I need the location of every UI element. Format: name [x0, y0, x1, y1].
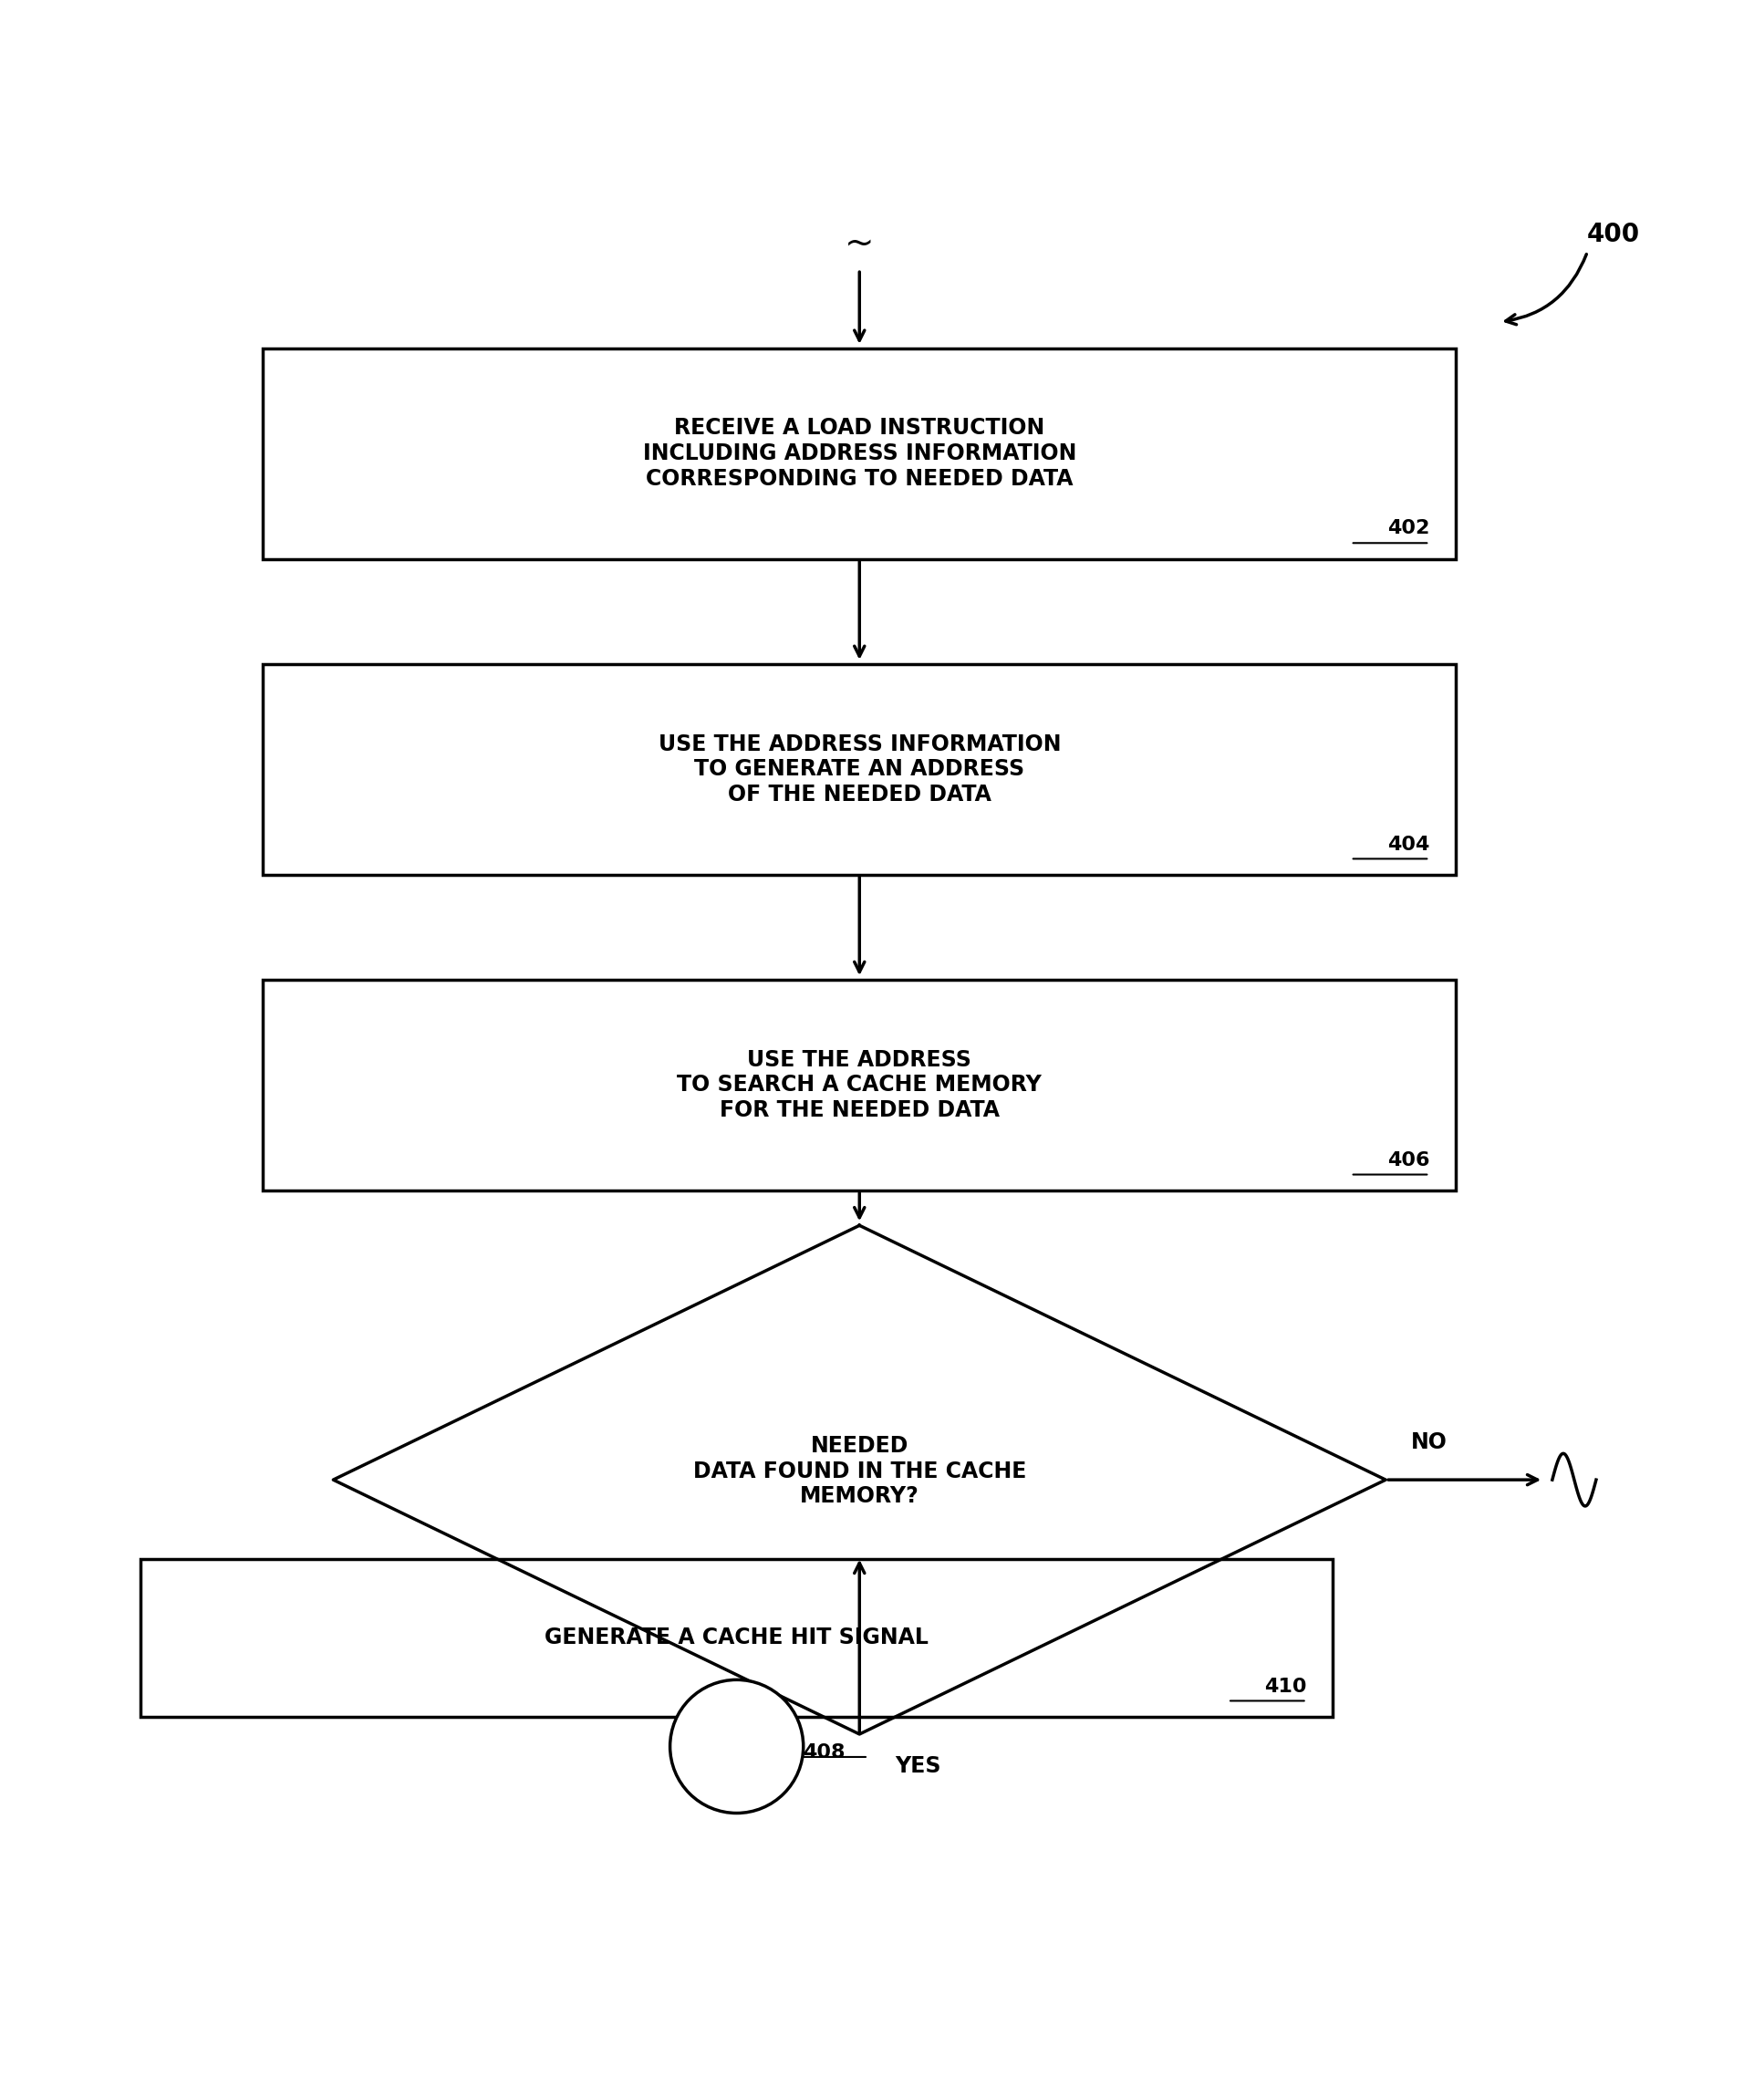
Text: RECEIVE A LOAD INSTRUCTION
INCLUDING ADDRESS INFORMATION
CORRESPONDING TO NEEDED: RECEIVE A LOAD INSTRUCTION INCLUDING ADD…	[642, 418, 1077, 489]
FancyBboxPatch shape	[140, 1558, 1333, 1716]
FancyBboxPatch shape	[263, 349, 1456, 559]
Text: GENERATE A CACHE HIT SIGNAL: GENERATE A CACHE HIT SIGNAL	[545, 1628, 928, 1648]
Circle shape	[670, 1680, 803, 1812]
Text: A: A	[728, 1735, 745, 1758]
Text: 402: 402	[1387, 519, 1430, 538]
Text: USE THE ADDRESS
TO SEARCH A CACHE MEMORY
FOR THE NEEDED DATA: USE THE ADDRESS TO SEARCH A CACHE MEMORY…	[677, 1048, 1042, 1121]
FancyBboxPatch shape	[263, 981, 1456, 1191]
Text: NO: NO	[1412, 1432, 1447, 1453]
Text: NEEDED
DATA FOUND IN THE CACHE
MEMORY?: NEEDED DATA FOUND IN THE CACHE MEMORY?	[693, 1434, 1026, 1508]
FancyBboxPatch shape	[263, 664, 1456, 874]
Text: 404: 404	[1387, 836, 1430, 853]
Text: 408: 408	[803, 1743, 845, 1762]
Text: 406: 406	[1387, 1151, 1430, 1170]
Text: YES: YES	[895, 1756, 940, 1777]
Text: 400: 400	[1587, 220, 1640, 248]
Text: USE THE ADDRESS INFORMATION
TO GENERATE AN ADDRESS
OF THE NEEDED DATA: USE THE ADDRESS INFORMATION TO GENERATE …	[658, 733, 1061, 806]
Text: 410: 410	[1265, 1678, 1307, 1695]
Text: ~: ~	[845, 225, 873, 260]
